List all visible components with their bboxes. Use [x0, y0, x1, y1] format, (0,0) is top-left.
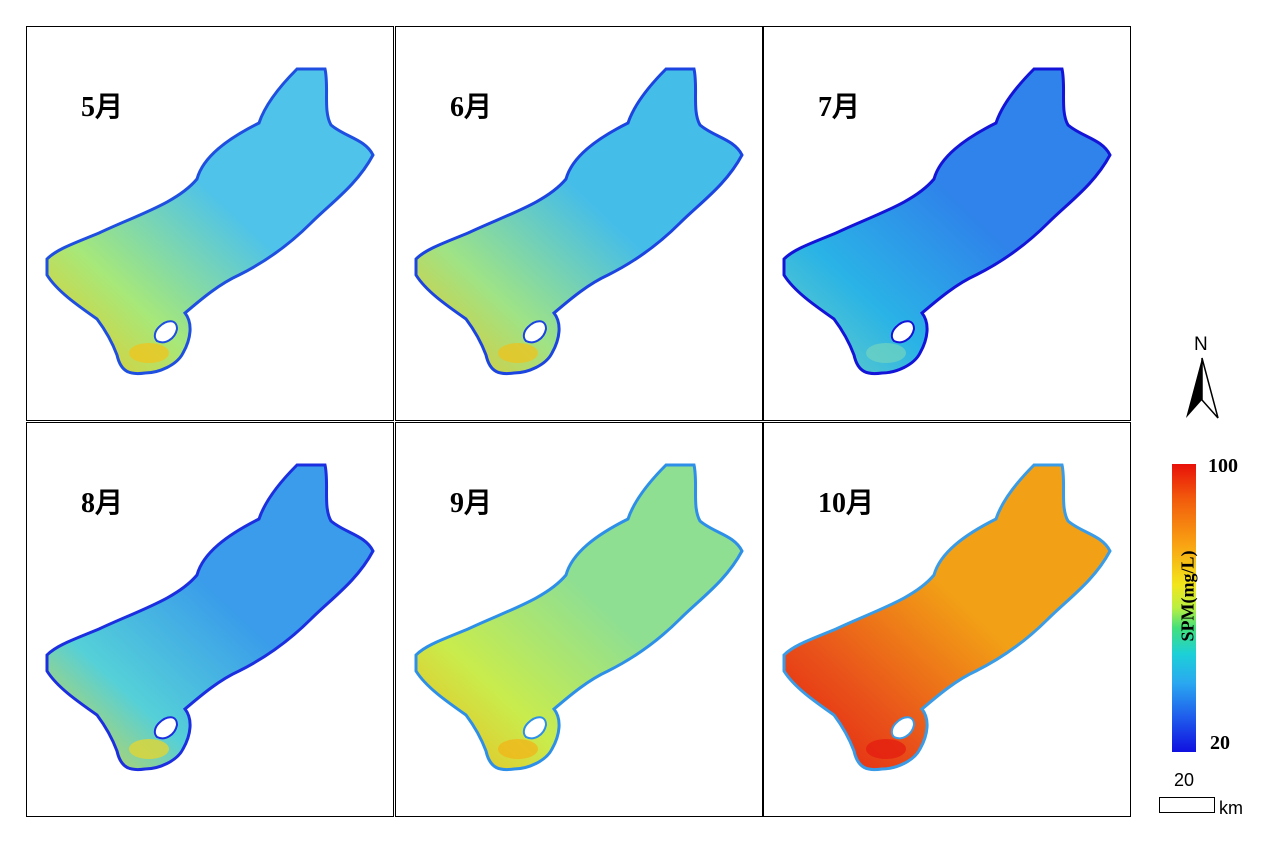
map-panel-4: 8月: [26, 422, 394, 817]
month-label: 9月: [450, 488, 493, 519]
map-panel-2: 6月: [395, 26, 763, 421]
scale-bar: [1159, 797, 1215, 813]
lake-map: [414, 67, 744, 376]
month-label: 5月: [81, 92, 124, 123]
colorbar-title: SPM(mg/L): [1177, 550, 1198, 642]
lake-map: [45, 67, 375, 376]
colorbar-max-label: 100: [1208, 455, 1238, 477]
north-arrow-icon: [1186, 357, 1219, 419]
north-label: N: [1194, 334, 1208, 355]
lake-shape: [414, 463, 744, 772]
colorbar-min-label: 20: [1210, 732, 1230, 754]
lake-shape: [45, 463, 375, 772]
month-label: 8月: [81, 488, 124, 519]
lake-map: [782, 463, 1112, 772]
map-panel-6: 10月: [763, 422, 1131, 817]
lake-map: [782, 67, 1112, 376]
month-label: 10月: [818, 488, 875, 519]
month-label: 7月: [818, 92, 861, 123]
lake-map: [45, 463, 375, 772]
lake-shape: [782, 463, 1112, 772]
map-panel-3: 7月: [763, 26, 1131, 421]
month-label: 6月: [450, 92, 493, 123]
lake-map: [414, 463, 744, 772]
colorbar-legend: [1172, 464, 1196, 752]
lake-shape: [414, 67, 744, 376]
map-panel-5: 9月: [395, 422, 763, 817]
scale-bar-value: 20: [1174, 770, 1195, 790]
lake-shape: [782, 67, 1112, 376]
scale-bar-unit: km: [1219, 798, 1243, 818]
map-panel-1: 5月: [26, 26, 394, 421]
map-grid: 5月 6月 7月 8月 9月 10月: [26, 26, 1132, 818]
lake-shape: [45, 67, 375, 376]
